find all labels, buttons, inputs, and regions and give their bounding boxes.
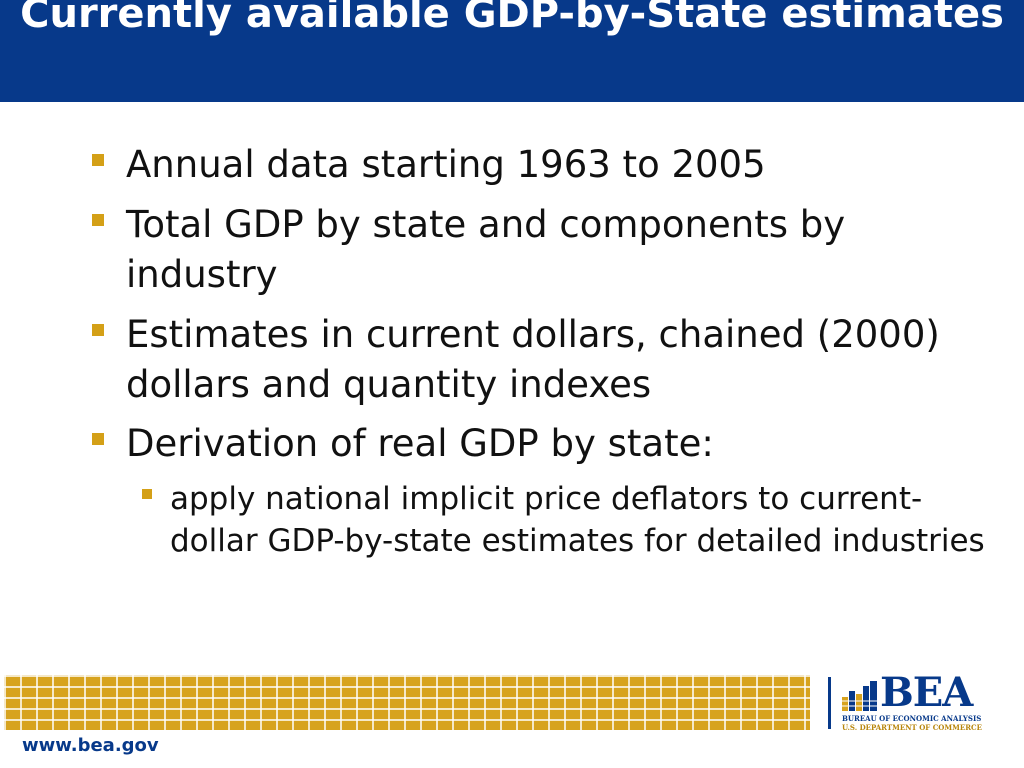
footer-url-link[interactable]: www.bea.gov bbox=[22, 735, 159, 756]
footer-grid-band bbox=[4, 675, 810, 730]
logo-department-name: U.S. DEPARTMENT OF COMMERCE bbox=[842, 723, 982, 732]
title-bar: Currently available GDP-by-State estimat… bbox=[0, 0, 1024, 102]
logo-wordmark: BEA bbox=[880, 669, 973, 716]
bullet-marker-icon bbox=[92, 214, 104, 226]
bullet-text: Annual data starting 1963 to 2005 bbox=[126, 143, 766, 186]
bullet-text: Estimates in current dollars, chained (2… bbox=[126, 313, 940, 406]
bullet-item: Total GDP by state and components by ind… bbox=[92, 200, 986, 300]
bullet-marker-icon bbox=[92, 433, 104, 445]
footer-divider bbox=[828, 677, 831, 729]
bullet-marker-icon bbox=[142, 489, 152, 499]
bar-chart-building-icon bbox=[842, 681, 877, 711]
bullet-marker-icon bbox=[92, 324, 104, 336]
bullet-item: Derivation of real GDP by state: bbox=[92, 419, 986, 469]
sub-bullet-text: apply national implicit price deflators … bbox=[170, 481, 985, 559]
bullet-marker-icon bbox=[92, 154, 104, 166]
bullet-item: Estimates in current dollars, chained (2… bbox=[92, 310, 986, 410]
logo-agency-name: BUREAU OF ECONOMIC ANALYSIS bbox=[842, 714, 982, 723]
bea-logo: BEA BUREAU OF ECONOMIC ANALYSIS U.S. DEP… bbox=[842, 671, 992, 733]
bullet-text: Total GDP by state and components by ind… bbox=[126, 203, 846, 296]
bullet-item: Annual data starting 1963 to 2005 bbox=[92, 140, 986, 190]
bullet-text: Derivation of real GDP by state: bbox=[126, 422, 714, 465]
slide-title: Currently available GDP-by-State estimat… bbox=[20, 0, 1004, 37]
sub-bullet-item: apply national implicit price deflators … bbox=[142, 478, 990, 562]
